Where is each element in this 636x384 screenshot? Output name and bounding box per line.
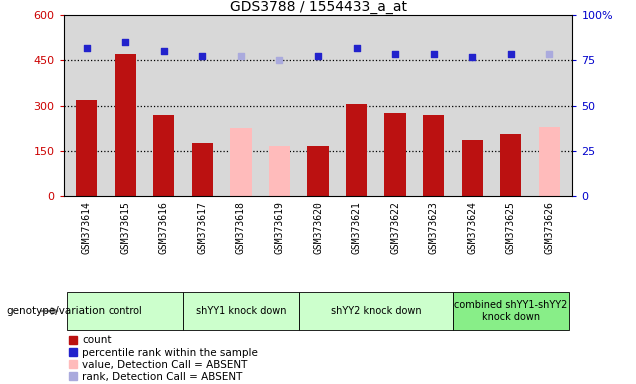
Text: control: control <box>108 306 142 316</box>
Text: GSM373615: GSM373615 <box>120 201 130 253</box>
Bar <box>114 55 136 196</box>
Bar <box>500 134 522 196</box>
Text: combined shYY1-shYY2
knock down: combined shYY1-shYY2 knock down <box>454 300 567 322</box>
Point <box>390 51 400 57</box>
Text: shYY2 knock down: shYY2 knock down <box>331 306 421 316</box>
Point <box>429 51 439 57</box>
Text: shYY1 knock down: shYY1 knock down <box>196 306 286 316</box>
Text: GSM373618: GSM373618 <box>236 201 246 253</box>
Bar <box>346 104 367 196</box>
Point <box>506 51 516 58</box>
Text: GSM373622: GSM373622 <box>390 201 400 253</box>
Text: GSM373623: GSM373623 <box>429 201 439 253</box>
Bar <box>307 146 329 196</box>
Point <box>544 51 555 58</box>
Point <box>159 48 169 55</box>
Text: GSM373619: GSM373619 <box>275 201 284 253</box>
Bar <box>385 113 406 196</box>
Text: GSM373625: GSM373625 <box>506 201 516 253</box>
Point <box>467 54 477 60</box>
Text: GSM373614: GSM373614 <box>82 201 92 253</box>
Point <box>120 40 130 46</box>
Text: GSM373624: GSM373624 <box>467 201 477 253</box>
Text: GSM373620: GSM373620 <box>313 201 323 253</box>
Bar <box>423 115 444 196</box>
Text: GSM373626: GSM373626 <box>544 201 554 253</box>
Bar <box>269 146 290 196</box>
Bar <box>192 143 213 196</box>
Text: GSM373616: GSM373616 <box>159 201 169 253</box>
Point <box>236 53 246 59</box>
Bar <box>76 99 97 196</box>
Point <box>81 45 92 51</box>
Bar <box>230 128 251 196</box>
Point <box>274 58 284 64</box>
Text: GSM373621: GSM373621 <box>352 201 361 253</box>
Legend: count, percentile rank within the sample, value, Detection Call = ABSENT, rank, : count, percentile rank within the sample… <box>69 336 258 382</box>
Bar <box>153 115 174 196</box>
Point <box>313 53 323 59</box>
Bar <box>462 140 483 196</box>
FancyBboxPatch shape <box>67 292 183 330</box>
Bar <box>539 127 560 196</box>
Point <box>352 45 362 51</box>
Point <box>197 53 207 59</box>
Text: GSM373617: GSM373617 <box>197 201 207 253</box>
FancyBboxPatch shape <box>453 292 569 330</box>
FancyBboxPatch shape <box>299 292 453 330</box>
Text: genotype/variation: genotype/variation <box>6 306 106 316</box>
FancyBboxPatch shape <box>183 292 299 330</box>
Title: GDS3788 / 1554433_a_at: GDS3788 / 1554433_a_at <box>230 0 406 14</box>
